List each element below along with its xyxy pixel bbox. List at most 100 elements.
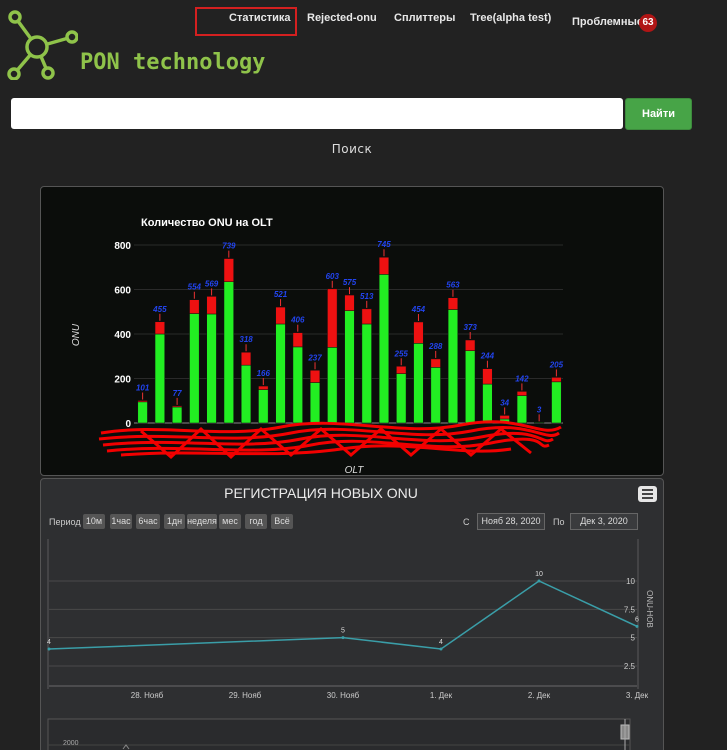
bar-segment-green	[430, 367, 441, 424]
nav-tree[interactable]: Tree(alpha test)	[470, 12, 552, 24]
from-date-label: С	[463, 517, 470, 527]
bar-segment-green	[258, 389, 269, 424]
bar-segment-red	[378, 256, 390, 275]
active-nav-highlight	[195, 7, 297, 36]
data-label: 101	[136, 384, 150, 393]
data-label: 34	[500, 398, 509, 407]
y-axis-label: ONU	[71, 323, 82, 346]
period-10m-button[interactable]: 10м	[83, 514, 105, 529]
registration-chart-panel: РЕГИСТРАЦИЯ НОВЫХ ONU Период 10м 1час 6ч…	[40, 478, 664, 750]
bar-segment-red	[154, 321, 165, 335]
bar-segment-red	[551, 377, 562, 383]
bar-segment-red	[137, 400, 148, 403]
data-label: 373	[464, 323, 478, 332]
data-label: 575	[343, 278, 357, 287]
data-label: 406	[290, 316, 305, 325]
network-logo-icon[interactable]	[4, 6, 78, 80]
data-label: 166	[257, 369, 271, 378]
data-label: 569	[205, 279, 219, 288]
bar-segment-green	[413, 343, 424, 424]
data-label: 513	[360, 292, 374, 301]
data-label: 237	[307, 353, 322, 362]
bar-segment-green	[240, 364, 252, 424]
y-tick-label: 7.5	[624, 605, 636, 614]
bar-segment-green	[223, 281, 234, 424]
period-1d-button[interactable]: 1дн	[164, 514, 185, 529]
x-tick-label: 30. Нояб	[327, 691, 360, 700]
data-label: 554	[188, 283, 202, 292]
chart-title: Количество ONU на OLT	[141, 217, 273, 229]
search-input[interactable]	[11, 98, 623, 129]
period-week-button[interactable]: неделя	[187, 514, 217, 529]
bar-segment-green	[292, 346, 303, 424]
bar-segment-green	[361, 323, 372, 424]
data-label: 455	[152, 305, 167, 314]
data-point	[341, 636, 345, 640]
data-label: 77	[173, 389, 182, 398]
period-label: Период	[49, 517, 81, 527]
bar-segment-red	[189, 299, 200, 314]
data-label: 4	[47, 639, 51, 646]
bar-segment-red	[206, 296, 217, 315]
bar-segment-green	[154, 333, 165, 424]
bar-segment-green	[551, 381, 562, 424]
bar-segment-red	[465, 339, 476, 351]
registration-chart-title: РЕГИСТРАЦИЯ НОВЫХ ONU	[224, 485, 418, 501]
chart-menu-button[interactable]	[638, 486, 657, 502]
period-1h-button[interactable]: 1час	[110, 514, 132, 529]
data-label: 3	[537, 405, 542, 414]
data-label: 255	[394, 349, 409, 358]
y-tick-label: 800	[114, 241, 131, 252]
bar-segment-green	[482, 383, 493, 424]
period-6h-button[interactable]: 6час	[136, 514, 160, 529]
bar-segment-green	[465, 350, 476, 424]
nav-rejected-onu[interactable]: Rejected-onu	[307, 12, 377, 24]
data-point	[635, 624, 639, 628]
data-point	[47, 647, 51, 651]
bar-segment-red	[447, 297, 459, 310]
data-point	[537, 579, 541, 583]
nav-splitters[interactable]: Сплиттеры	[394, 12, 456, 24]
onu-per-olt-chart: Количество ONU на OLT ONU OLT 0 200 400 600…	[71, 217, 564, 476]
nav-problems[interactable]: Проблемные	[572, 16, 643, 28]
period-year-button[interactable]: год	[245, 514, 267, 529]
registration-y-axis-label: ONU-НОВ	[645, 590, 654, 628]
nav-statistics[interactable]: Статистика	[229, 12, 291, 24]
period-all-button[interactable]: Всё	[271, 514, 293, 529]
from-date-input[interactable]: Нояб 28, 2020	[477, 513, 545, 530]
bar-segment-red	[499, 415, 510, 420]
bar-segment-green	[172, 406, 183, 424]
x-axis-label: OLT	[345, 465, 365, 476]
bar-segment-red	[361, 308, 372, 325]
x-tick-label: 29. Нояб	[229, 691, 262, 700]
bar-segment-green	[396, 373, 407, 424]
bar-segment-green	[447, 309, 459, 424]
search-button[interactable]: Найти	[625, 98, 692, 130]
data-label: 142	[515, 374, 529, 383]
bar-segment-red	[327, 288, 338, 348]
problems-count-badge: 63	[639, 14, 657, 32]
bar-segment-green	[275, 323, 286, 424]
bar-segment-red	[413, 321, 424, 344]
bar-segment-red	[430, 358, 441, 368]
y-tick-label: 400	[114, 330, 131, 341]
bar-segment-green	[344, 310, 355, 424]
data-label: 4	[439, 639, 443, 646]
y-tick-label: 0	[125, 419, 131, 430]
data-point	[439, 647, 443, 651]
data-label: 288	[428, 342, 443, 351]
x-tick-label: 1. Дек	[430, 691, 453, 700]
y-tick-label: 10	[626, 577, 635, 586]
bar-segment-green	[516, 395, 527, 424]
y-tick-label: 600	[114, 286, 131, 297]
x-tick-label: 28. Нояб	[131, 691, 164, 700]
data-label: 745	[377, 240, 391, 249]
to-date-input[interactable]: Дек 3, 2020	[570, 513, 638, 530]
y-tick-label: 200	[114, 375, 131, 386]
data-label: 5	[341, 628, 345, 635]
period-month-button[interactable]: мес	[219, 514, 241, 529]
data-label: 454	[411, 305, 426, 314]
bar-segment-green	[534, 422, 545, 424]
x-tick-label: 2. Дек	[528, 691, 551, 700]
